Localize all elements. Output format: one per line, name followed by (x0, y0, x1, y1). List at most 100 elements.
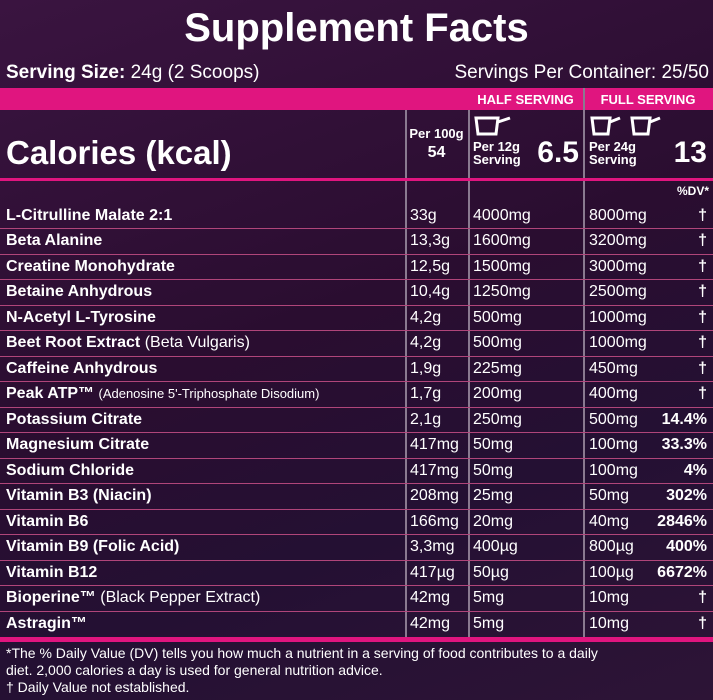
full-serving: 100mg (589, 436, 638, 453)
half-serving: 1250mg (473, 283, 531, 300)
half-serving: 200mg (473, 385, 522, 402)
name: L-Citrulline Malate 2:1 (6, 206, 173, 224)
footnote: diet. 2,000 calories a day is used for g… (6, 662, 383, 678)
header-bar (0, 88, 713, 110)
name: Creatine Monohydrate (6, 257, 175, 275)
per-100g: 166mg (410, 512, 459, 530)
footnotes: *The % Daily Value (DV) tells you how mu… (6, 645, 598, 696)
row-line (0, 432, 713, 433)
per-100g: 4,2g (410, 308, 442, 326)
per-100g: 417mg (410, 436, 459, 453)
ingredient-name: Caffeine Anhydrous (6, 356, 157, 381)
per-100g: 13,3g (410, 232, 451, 249)
half-serving: 50µg (473, 563, 509, 581)
row-line (0, 381, 713, 382)
full-serving-value: 13 (673, 136, 707, 169)
half-serving: 50mg (473, 461, 514, 479)
row-line (0, 610, 713, 612)
daily-value: 2846% (657, 512, 707, 530)
full-serving: 8000mg (589, 206, 647, 224)
full-serving: 450mg (589, 359, 638, 377)
half-serving: 25mg (473, 487, 514, 504)
divider (0, 637, 713, 642)
full-serving: 3200mg (589, 232, 647, 249)
name: Beta Alanine (6, 232, 103, 249)
full-serving: 400mg (589, 385, 638, 402)
per-100g: 208mg (410, 487, 459, 504)
name: Magnesium Citrate (6, 436, 150, 453)
half-serving: 4000mg (473, 206, 531, 224)
name: N-Acetyl L-Tyrosine (6, 308, 156, 326)
name: Astragin™ (6, 614, 87, 632)
full-serving: 10mg (589, 589, 630, 606)
daily-value: 6672% (657, 563, 707, 581)
servings-per-container: Servings Per Container: 25/50 (454, 62, 709, 83)
row-line (0, 330, 713, 331)
ingredient-name: Bioperine™ (Black Pepper Extract) (6, 585, 260, 610)
daily-value: † (698, 283, 707, 300)
daily-value: 302% (666, 487, 707, 504)
column-line (583, 88, 585, 637)
per-100g: 1,7g (410, 385, 442, 402)
serving-size-label: Serving Size: (6, 62, 126, 83)
ingredient-name: Creatine Monohydrate (6, 254, 175, 279)
row-line (0, 559, 713, 561)
full-serving: 2500mg (589, 283, 647, 300)
half-serving: 1600mg (473, 232, 531, 249)
full-serving: 100mg (589, 461, 638, 479)
name-note: (Adenosine 5'-Triphosphate Disodium) (98, 386, 320, 401)
ingredient-name: L-Citrulline Malate 2:1 (6, 203, 172, 228)
half-serving-value: 6.5 (537, 136, 579, 169)
label-line: Serving (589, 152, 637, 167)
per-100g: 417mg (410, 461, 459, 479)
full-serving: 800µg (589, 538, 634, 555)
ingredient-name: Peak ATP™ (Adenosine 5'-Triphosphate Dis… (6, 381, 319, 406)
half-serving-label: Per 12g Serving (473, 140, 521, 166)
serving-size: Serving Size: 24g (2 Scoops) (6, 62, 259, 84)
ingredient-name: Sodium Chloride (6, 458, 134, 483)
row-line (0, 406, 713, 408)
daily-value: † (698, 206, 707, 224)
daily-value: 14.4% (661, 410, 707, 428)
dv-header: %DV* (676, 184, 709, 198)
row-line (0, 304, 713, 306)
full-serving: 10mg (589, 614, 630, 632)
divider (0, 178, 713, 181)
ingredient-name: Vitamin B9 (Folic Acid) (6, 534, 179, 559)
daily-value: † (698, 232, 707, 249)
per-100g: 2,1g (410, 410, 442, 428)
column-line (468, 110, 470, 637)
ingredient-name: N-Acetyl L-Tyrosine (6, 305, 156, 330)
per-100g: 42mg (410, 614, 451, 632)
name: Bioperine™ (6, 589, 96, 606)
half-serving: 400µg (473, 538, 518, 555)
half-serving: 1500mg (473, 257, 531, 275)
scoop-icon (474, 116, 511, 136)
daily-value: † (698, 614, 707, 632)
name: Vitamin B3 (Niacin) (6, 487, 152, 504)
daily-value: 400% (666, 538, 707, 555)
half-serving: 250mg (473, 410, 522, 428)
row-line (0, 585, 713, 586)
column-line (405, 110, 407, 637)
full-serving: 40mg (589, 512, 630, 530)
per100g-value: 54 (427, 144, 446, 161)
calories-label: Calories (kcal) (6, 134, 232, 171)
name: Beet Root Extract (6, 334, 141, 351)
half-serving: 5mg (473, 614, 505, 632)
ingredient-name: Potassium Citrate (6, 407, 142, 432)
full-serving: 50mg (589, 487, 630, 504)
ingredient-name: Vitamin B12 (6, 560, 97, 585)
full-serving: 500mg (589, 410, 638, 428)
per100g-label: Per 100g (409, 126, 464, 141)
row-line (0, 483, 713, 484)
per-100g: 1,9g (410, 359, 442, 377)
daily-value: † (698, 334, 707, 351)
full-serving: 1000mg (589, 308, 647, 326)
row-line (0, 253, 713, 255)
name: Vitamin B9 (Folic Acid) (6, 538, 180, 555)
scoop-icons (590, 116, 661, 136)
name: Peak ATP™ (6, 385, 95, 402)
row-line (0, 228, 713, 229)
